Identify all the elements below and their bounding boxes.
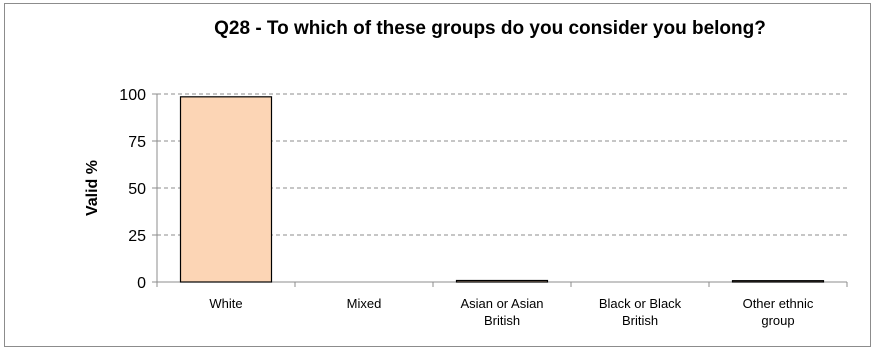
y-tick-label: 75 — [128, 134, 146, 151]
x-category-label: British — [484, 313, 520, 328]
bar — [179, 96, 273, 283]
y-axis-label: Valid % — [84, 160, 101, 216]
chart-frame — [4, 3, 871, 347]
x-category-label: British — [622, 313, 658, 328]
x-category-label: White — [209, 296, 242, 311]
y-tick-label: 0 — [137, 275, 146, 292]
bar — [731, 280, 825, 283]
x-category-label: Asian or Asian — [460, 296, 543, 311]
bar — [455, 279, 549, 283]
x-category-label: group — [761, 313, 794, 328]
x-category-label: Other ethnic — [743, 296, 814, 311]
x-category-label: Mixed — [347, 296, 382, 311]
x-category-label: Black or Black — [599, 296, 682, 311]
chart-title: Q28 - To which of these groups do you co… — [214, 18, 766, 39]
y-tick-label: 50 — [128, 181, 146, 198]
y-tick-label: 25 — [128, 228, 146, 245]
y-tick-label: 100 — [119, 87, 146, 104]
